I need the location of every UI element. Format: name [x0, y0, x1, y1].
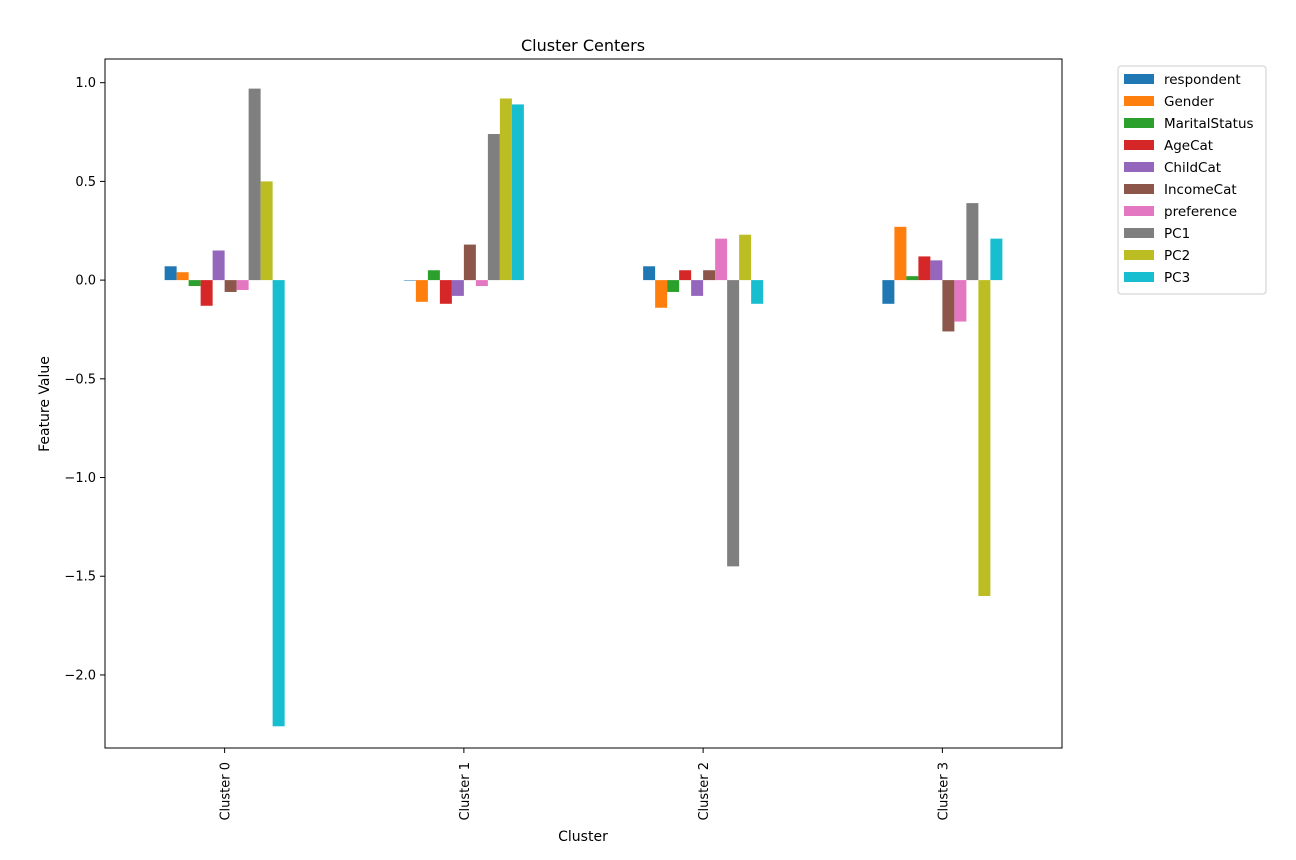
- bar-respondent-cluster-2: [643, 266, 656, 281]
- bar-pc1-cluster-3: [966, 203, 979, 281]
- legend-label-respondent: respondent: [1164, 72, 1241, 88]
- bar-pc1-cluster-1: [487, 134, 500, 281]
- y-tick-label: −1.0: [64, 471, 96, 486]
- y-tick-label: −1.5: [64, 570, 96, 585]
- bars-layer: [164, 88, 1003, 727]
- bar-respondent-cluster-0: [164, 266, 177, 281]
- legend-swatch-incomecat: [1124, 184, 1154, 194]
- legend-label-maritalstatus: MaritalStatus: [1164, 116, 1254, 132]
- x-tick-label: Cluster 3: [936, 762, 951, 821]
- legend-swatch-pc3: [1124, 272, 1154, 282]
- bar-incomecat-cluster-0: [224, 280, 237, 292]
- bar-childcat-cluster-2: [691, 280, 704, 296]
- bar-childcat-cluster-1: [451, 280, 464, 296]
- bar-pc2-cluster-0: [260, 181, 273, 281]
- legend-swatch-maritalstatus: [1124, 118, 1154, 128]
- bar-preference-cluster-1: [475, 280, 488, 287]
- y-tick-label: 0.0: [75, 274, 96, 289]
- legend-swatch-pc2: [1124, 250, 1154, 260]
- legend-label-incomecat: IncomeCat: [1164, 182, 1237, 198]
- bar-pc1-cluster-0: [248, 88, 261, 281]
- bar-preference-cluster-3: [954, 280, 967, 322]
- legend-label-preference: preference: [1164, 204, 1237, 220]
- y-tick-label: −0.5: [64, 372, 96, 387]
- legend-label-pc2: PC2: [1164, 248, 1190, 264]
- chart-title: Cluster Centers: [521, 36, 645, 55]
- bar-respondent-cluster-1: [403, 280, 416, 281]
- y-tick-label: 0.5: [75, 175, 96, 190]
- x-tick-label: Cluster 1: [458, 762, 473, 821]
- bar-pc2-cluster-1: [499, 98, 512, 281]
- bar-preference-cluster-2: [715, 238, 728, 281]
- legend-swatch-childcat: [1124, 162, 1154, 172]
- legend-label-agecat: AgeCat: [1164, 138, 1213, 154]
- bar-gender-cluster-3: [894, 226, 907, 281]
- bar-agecat-cluster-3: [918, 256, 931, 281]
- legend-label-childcat: ChildCat: [1164, 160, 1221, 176]
- legend-box: [1117, 65, 1267, 295]
- bar-childcat-cluster-0: [212, 250, 225, 281]
- bar-pc3-cluster-3: [990, 238, 1003, 281]
- bar-pc3-cluster-1: [511, 104, 524, 281]
- bar-preference-cluster-0: [236, 280, 249, 290]
- legend-swatch-respondent: [1124, 74, 1154, 84]
- y-tick-label: −2.0: [64, 668, 96, 683]
- legend-label-pc3: PC3: [1164, 270, 1190, 286]
- legend-swatch-gender: [1124, 96, 1154, 106]
- bar-agecat-cluster-0: [200, 280, 213, 306]
- bar-gender-cluster-1: [415, 280, 428, 302]
- y-axis-label: Feature Value: [37, 356, 53, 452]
- bar-agecat-cluster-2: [679, 270, 692, 281]
- bar-incomecat-cluster-2: [703, 270, 716, 281]
- legend-label-pc1: PC1: [1164, 226, 1190, 242]
- plot-frame: [104, 58, 1063, 749]
- legend-swatch-pc1: [1124, 228, 1154, 238]
- bar-pc3-cluster-2: [751, 280, 764, 304]
- bar-maritalstatus-cluster-1: [427, 270, 440, 281]
- bar-maritalstatus-cluster-3: [906, 276, 919, 281]
- x-tick-label: Cluster 2: [697, 762, 712, 821]
- legend: respondent Gender MaritalStatus AgeCat Child…: [1117, 65, 1267, 295]
- legend-swatch-preference: [1124, 206, 1154, 216]
- bar-gender-cluster-0: [176, 272, 189, 281]
- bar-respondent-cluster-3: [882, 280, 895, 304]
- bar-gender-cluster-2: [655, 280, 668, 308]
- bar-pc1-cluster-2: [727, 280, 740, 567]
- y-tick-label: 1.0: [75, 76, 96, 91]
- bar-incomecat-cluster-1: [463, 244, 476, 281]
- legend-swatch-agecat: [1124, 140, 1154, 150]
- x-axis: Cluster 0 Cluster 1 Cluster 2 Cluster 3: [219, 748, 951, 821]
- bar-maritalstatus-cluster-0: [188, 280, 201, 287]
- bar-agecat-cluster-1: [439, 280, 452, 304]
- x-axis-label: Cluster: [558, 829, 608, 845]
- legend-label-gender: Gender: [1164, 94, 1214, 110]
- bar-childcat-cluster-3: [930, 260, 943, 281]
- bar-pc2-cluster-3: [978, 280, 991, 596]
- bar-pc3-cluster-0: [272, 280, 285, 727]
- bar-pc2-cluster-2: [739, 234, 752, 281]
- x-tick-label: Cluster 0: [219, 762, 234, 821]
- bar-incomecat-cluster-3: [942, 280, 955, 332]
- bar-maritalstatus-cluster-2: [667, 280, 680, 292]
- y-axis: 1.0 0.5 0.0 −0.5 −1.0 −1.5 −2.0: [64, 76, 105, 683]
